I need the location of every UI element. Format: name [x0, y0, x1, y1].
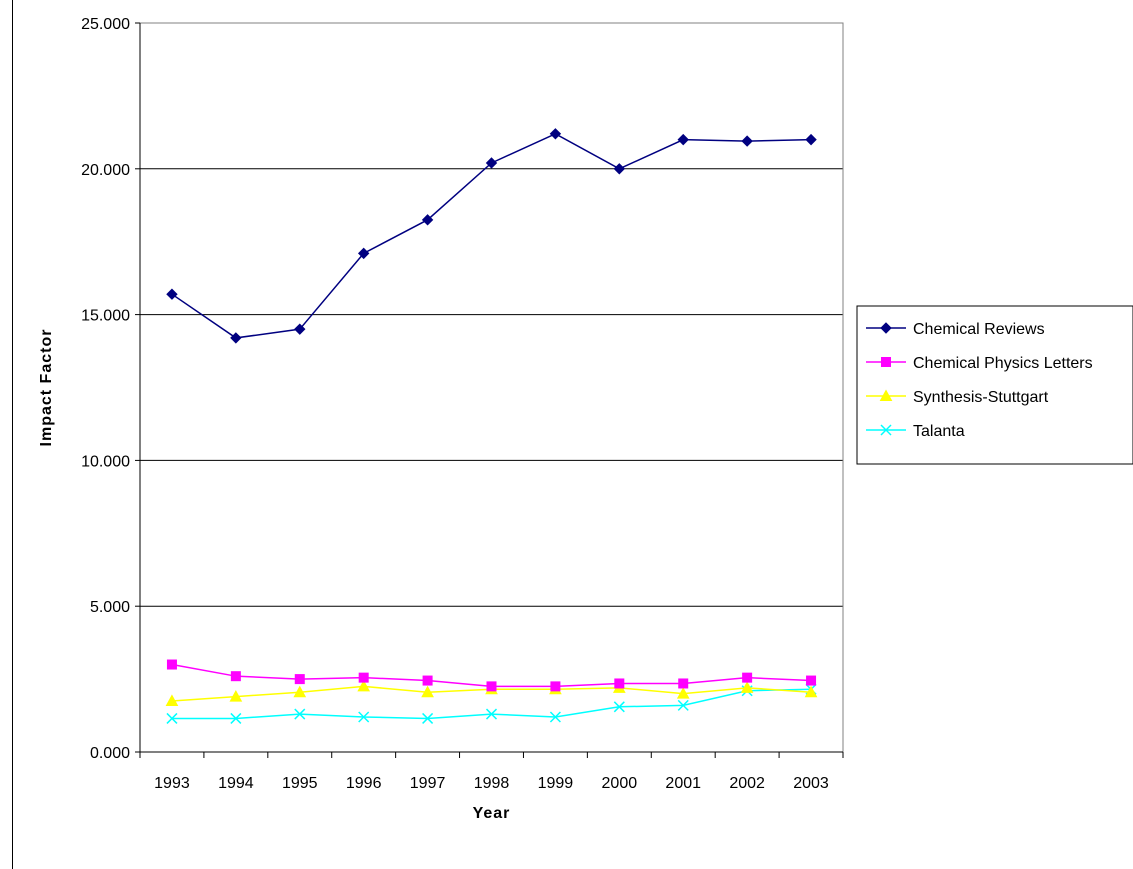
chart-frame-left-border [12, 0, 13, 869]
data-point-synthesis-stuttgart [421, 685, 434, 698]
x-marker-stroke [677, 699, 689, 711]
x-marker-stroke [358, 711, 370, 723]
legend-marker [880, 322, 892, 334]
legend-marker [879, 389, 893, 401]
x-marker-stroke [166, 712, 178, 724]
legend-box [856, 305, 1133, 465]
data-point-chemical-physics-letters [230, 671, 241, 682]
data-point-chemical-reviews [549, 128, 562, 140]
y-tick-label: 0.000 [90, 745, 130, 762]
y-tick-label: 10.000 [81, 453, 130, 470]
x-marker-stroke [294, 708, 306, 720]
x-tick-label: 1996 [346, 775, 382, 792]
x-tick-label: 1998 [474, 775, 510, 792]
data-point-talanta [677, 699, 689, 711]
legend-marker [881, 357, 891, 367]
series-chemical-reviews [166, 128, 817, 344]
legend-item-chemical-reviews: Chemical Reviews [866, 321, 1045, 338]
x-axis-title: Year [473, 805, 511, 822]
data-point-talanta [230, 712, 242, 724]
legend-label: Chemical Reviews [913, 321, 1045, 338]
data-point-chemical-physics-letters [742, 672, 753, 683]
y-tick-label: 15.000 [81, 308, 130, 325]
legend-item-chemical-physics-letters: Chemical Physics Letters [866, 355, 1093, 372]
series-chemical-physics-letters [166, 659, 817, 692]
legend-marker [880, 424, 892, 436]
x-tick-label: 2002 [729, 775, 765, 792]
data-point-chemical-reviews [166, 288, 178, 300]
x-marker-stroke [549, 711, 561, 723]
data-point-talanta [358, 711, 370, 723]
y-tick-label: 20.000 [81, 162, 130, 179]
y-axis-tick-labels: 0.000 5.000 10.000 15.000 20.000 25.000 [81, 16, 130, 762]
data-point-chemical-physics-letters [678, 678, 689, 689]
legend-label: Talanta [913, 423, 965, 440]
data-point-chemical-reviews [357, 247, 370, 260]
gridlines [140, 22, 843, 607]
data-point-talanta [422, 712, 434, 724]
y-tick-label: 25.000 [81, 16, 130, 33]
data-point-synthesis-stuttgart [740, 681, 754, 693]
data-point-chemical-reviews [421, 214, 434, 226]
legend-item-synthesis-stuttgart: Synthesis-Stuttgart [866, 389, 1049, 406]
y-tick-label: 5.000 [90, 599, 130, 616]
x-marker-stroke [422, 712, 434, 724]
x-tick-label: 2001 [665, 775, 701, 792]
data-point-chemical-reviews [613, 163, 626, 175]
data-point-chemical-physics-letters [486, 681, 497, 692]
data-point-chemical-reviews [677, 133, 689, 146]
data-point-talanta [485, 708, 498, 720]
x-tick-label: 1997 [410, 775, 446, 792]
x-axis-tick-labels: 1993 1994 1995 1996 1997 1998 1999 2000 2001 2002… [154, 775, 829, 792]
x-tick-label: 1993 [154, 775, 190, 792]
x-marker-stroke [613, 701, 625, 713]
data-point-chemical-reviews [230, 332, 242, 344]
x-tick-label: 1999 [538, 775, 574, 792]
x-tick-label: 1994 [218, 775, 254, 792]
data-point-talanta [613, 701, 625, 713]
plot-area [139, 22, 844, 753]
data-point-chemical-physics-letters [294, 674, 305, 685]
data-point-synthesis-stuttgart [357, 679, 371, 692]
data-point-chemical-physics-letters [614, 678, 625, 689]
legend: Chemical Reviews Chemical Physics Letters… [856, 305, 1133, 465]
data-point-synthesis-stuttgart [165, 694, 179, 706]
axes [135, 22, 844, 758]
series-layer [165, 128, 818, 724]
x-marker-stroke [880, 424, 892, 436]
data-point-chemical-reviews [741, 135, 753, 147]
x-tick-label: 2000 [602, 775, 638, 792]
data-point-chemical-reviews [485, 157, 498, 169]
legend-label: Synthesis-Stuttgart [913, 389, 1049, 406]
data-point-synthesis-stuttgart [804, 685, 818, 698]
data-point-chemical-physics-letters [166, 659, 177, 670]
y-axis-title: Impact Factor [38, 329, 55, 447]
data-point-chemical-physics-letters [550, 681, 561, 692]
legend-item-talanta: Talanta [866, 423, 965, 440]
data-point-chemical-reviews [294, 323, 306, 335]
legend-label: Chemical Physics Letters [913, 355, 1093, 372]
x-tick-label: 2003 [793, 775, 829, 792]
x-marker-stroke [485, 708, 498, 720]
x-tick-label: 1995 [282, 775, 318, 792]
data-point-talanta [294, 708, 306, 720]
data-point-synthesis-stuttgart [293, 685, 307, 698]
data-point-chemical-physics-letters [806, 675, 817, 686]
data-point-synthesis-stuttgart [676, 687, 690, 699]
data-point-chemical-reviews [805, 133, 817, 146]
data-point-chemical-physics-letters [422, 675, 433, 686]
data-point-talanta [549, 711, 561, 723]
data-point-chemical-physics-letters [358, 672, 369, 683]
data-point-synthesis-stuttgart [229, 690, 243, 702]
x-marker-stroke [230, 712, 242, 724]
data-point-talanta [166, 712, 178, 724]
